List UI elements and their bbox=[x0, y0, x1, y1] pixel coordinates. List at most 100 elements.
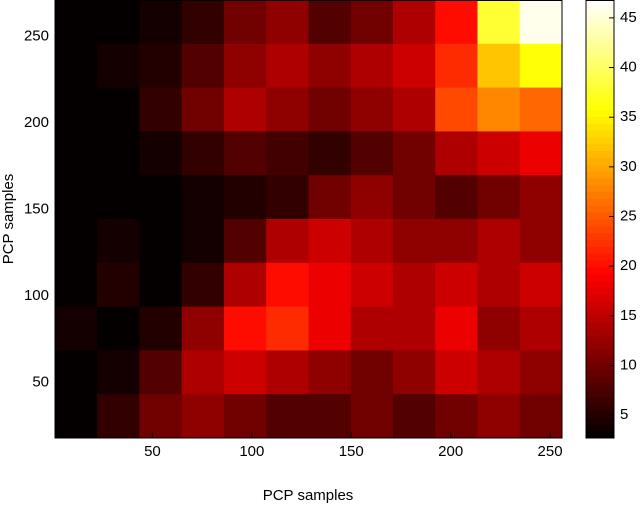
heatmap-cell bbox=[308, 350, 352, 395]
heatmap-cell bbox=[139, 219, 183, 264]
heatmap-cell bbox=[393, 219, 436, 264]
heatmap-cell bbox=[393, 87, 436, 132]
colorbar-swatch bbox=[586, 116, 614, 124]
heatmap-cell bbox=[139, 350, 183, 395]
heatmap-cell bbox=[308, 87, 352, 132]
heatmap-cell bbox=[435, 394, 478, 439]
x-tick-label: 150 bbox=[339, 443, 364, 460]
colorbar-swatch bbox=[586, 27, 614, 35]
colorbar-swatch bbox=[586, 280, 614, 288]
heatmap-cell bbox=[266, 262, 309, 308]
colorbar-tick-label: 30 bbox=[620, 158, 637, 175]
heatmap-cell bbox=[224, 175, 267, 220]
heatmap-cell bbox=[55, 87, 98, 132]
colorbar-swatch bbox=[586, 335, 614, 343]
colorbar-swatch bbox=[586, 102, 614, 110]
y-tick-label: 50 bbox=[32, 374, 49, 391]
colorbar-swatch bbox=[586, 205, 614, 213]
y-tick-label: 150 bbox=[24, 200, 49, 217]
colorbar-swatch bbox=[586, 390, 614, 398]
heatmap-cell bbox=[308, 394, 352, 439]
heatmap-cell bbox=[97, 306, 140, 351]
colorbar-swatch bbox=[586, 266, 614, 275]
colorbar-swatch bbox=[586, 431, 614, 439]
colorbar-swatch bbox=[586, 191, 614, 199]
heatmap-cell bbox=[350, 87, 394, 132]
heatmap-cell bbox=[97, 175, 140, 220]
colorbar-swatch bbox=[586, 88, 614, 97]
heatmap-cell bbox=[224, 43, 267, 89]
x-axis-label: PCP samples bbox=[263, 487, 354, 504]
heatmap-cell bbox=[477, 350, 521, 395]
colorbar-swatch bbox=[586, 95, 614, 104]
heatmap-cell bbox=[477, 131, 521, 176]
heatmap-cell bbox=[181, 43, 225, 89]
colorbar-swatch bbox=[586, 424, 614, 432]
heatmap-cell bbox=[477, 87, 521, 132]
heatmap-cell bbox=[308, 43, 352, 89]
heatmap-cell bbox=[393, 350, 436, 395]
heatmap-cell bbox=[393, 394, 436, 439]
colorbar-swatch bbox=[586, 246, 614, 254]
heatmap-cell bbox=[308, 131, 352, 176]
heatmap-cell bbox=[477, 306, 521, 351]
heatmap-cell bbox=[55, 131, 98, 176]
colorbar-swatch bbox=[586, 239, 614, 247]
heatmap-cell bbox=[393, 43, 436, 89]
heatmap-cell bbox=[55, 306, 98, 351]
colorbar-swatch bbox=[586, 314, 614, 323]
heatmap-cell bbox=[477, 175, 521, 220]
heatmap-cell bbox=[519, 219, 563, 264]
heatmap-cell bbox=[519, 394, 563, 439]
heatmap-cell bbox=[266, 131, 309, 176]
heatmap-cell bbox=[435, 87, 478, 132]
colorbar-swatch bbox=[586, 6, 614, 15]
heatmap-cell bbox=[350, 394, 394, 439]
heatmap-cell bbox=[519, 262, 563, 308]
colorbar-swatch bbox=[586, 417, 614, 425]
heatmap-cell bbox=[393, 175, 436, 220]
heatmap-cell bbox=[519, 0, 563, 45]
x-tick-label: 250 bbox=[538, 443, 563, 460]
heatmap-cell bbox=[477, 262, 521, 308]
heatmap-cell bbox=[139, 175, 183, 220]
heatmap-cell bbox=[266, 306, 309, 351]
heatmap-cell bbox=[266, 394, 309, 439]
heatmap-cell bbox=[97, 0, 140, 45]
heatmap-cell bbox=[139, 0, 183, 45]
heatmap-cell bbox=[519, 350, 563, 395]
heatmap-cell bbox=[224, 394, 267, 439]
colorbar-swatch bbox=[586, 157, 614, 165]
heatmap-cell bbox=[435, 0, 478, 45]
heatmap-cell bbox=[224, 262, 267, 308]
heatmap-cell bbox=[435, 350, 478, 395]
heatmap-cell bbox=[350, 350, 394, 395]
heatmap-cell bbox=[393, 306, 436, 351]
heatmap-cell bbox=[477, 43, 521, 89]
x-tick-label: 200 bbox=[438, 443, 463, 460]
heatmap-cell bbox=[435, 219, 478, 264]
colorbar-swatch bbox=[586, 75, 614, 83]
colorbar-swatch bbox=[586, 225, 614, 234]
heatmap-cell bbox=[393, 262, 436, 308]
colorbar-swatch bbox=[586, 342, 614, 350]
colorbar-swatch bbox=[586, 294, 614, 302]
colorbar-swatch bbox=[586, 123, 614, 131]
colorbar-swatch bbox=[586, 109, 614, 117]
heatmap-cell bbox=[477, 219, 521, 264]
heatmap-cell bbox=[181, 175, 225, 220]
heatmap-cell bbox=[139, 87, 183, 132]
heatmap-cell bbox=[266, 175, 309, 220]
heatmap-cell bbox=[435, 131, 478, 176]
heatmap-cell bbox=[97, 219, 140, 264]
heatmap-cell bbox=[477, 394, 521, 439]
heatmap-cell bbox=[224, 219, 267, 264]
colorbar-swatch bbox=[586, 349, 614, 357]
colorbar-tick-label: 40 bbox=[620, 59, 637, 76]
heatmap-cell bbox=[55, 350, 98, 395]
heatmap-cell bbox=[97, 43, 140, 89]
heatmap-cell bbox=[97, 87, 140, 132]
x-tick-label: 50 bbox=[144, 443, 161, 460]
colorbar-tick-label: 15 bbox=[620, 307, 637, 324]
heatmap-cell bbox=[181, 87, 225, 132]
